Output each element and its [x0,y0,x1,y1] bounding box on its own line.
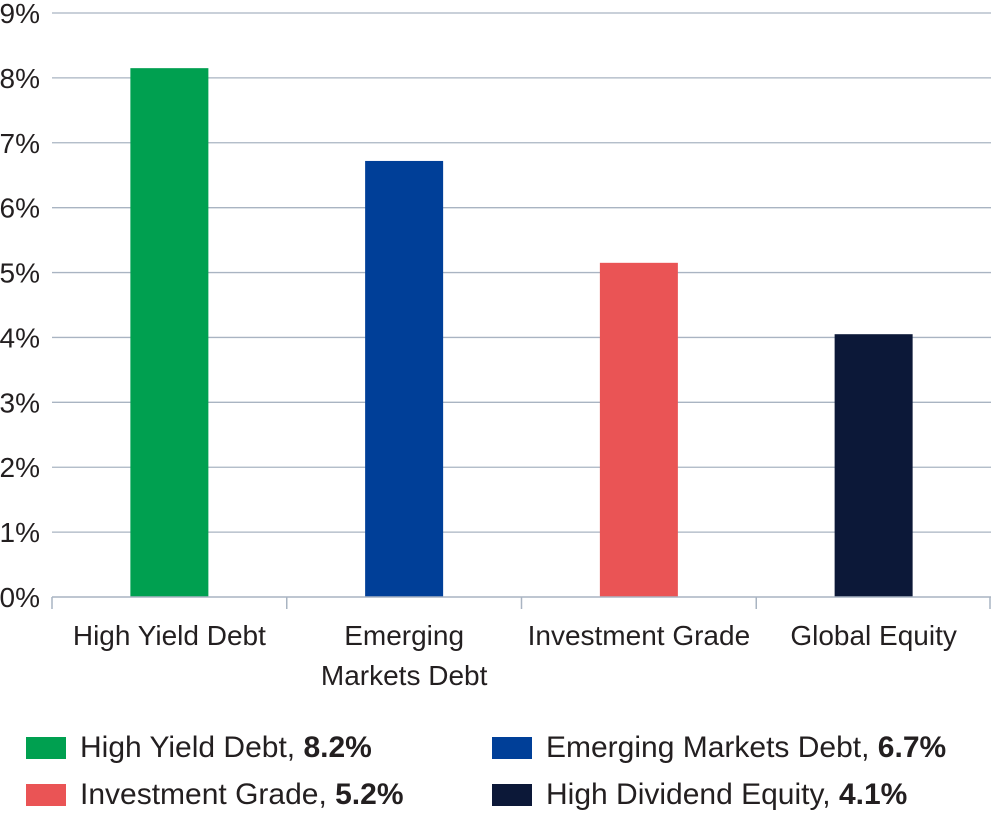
legend-label: High Dividend Equity, 4.1% [546,778,908,811]
legend-swatch [26,784,66,806]
y-tick-label: 7% [0,128,40,159]
y-tick-label: 5% [0,258,40,289]
y-tick-label: 6% [0,193,40,224]
bar [834,334,913,597]
x-category-label: Global Equity [790,620,957,651]
x-category-label: High Yield Debt [73,620,266,651]
legend-swatch [492,737,532,759]
y-tick-label: 9% [0,0,40,29]
x-category-label: Emerging Markets Debt [321,620,488,691]
y-tick-label: 4% [0,322,40,353]
x-category-label: Investment Grade [528,620,751,651]
legend-value: 6.7% [877,731,947,764]
y-tick-label: 3% [0,387,40,418]
bar [130,68,209,597]
legend-label: Emerging Markets Debt, 6.7% [546,731,947,764]
legend-item-high-dividend-equity: High Dividend Equity, 4.1% [492,777,907,813]
legend-label: High Yield Debt, 8.2% [80,731,372,764]
legend-value: 8.2% [303,731,372,764]
legend-item-high-yield-debt: High Yield Debt, 8.2% [26,730,372,766]
legend-label: Investment Grade, 5.2% [80,778,404,811]
bar [599,262,678,597]
legend-item-investment-grade: Investment Grade, 5.2% [26,777,404,813]
legend-value: 4.1% [838,778,908,811]
bar-chart: 0% 1% 2% 3% 4% 5% 6% 7% 8% 9% High Yield Debt Emerg… [0,0,991,691]
y-tick-label: 1% [0,517,40,548]
legend-item-emerging-markets-debt: Emerging Markets Debt, 6.7% [492,730,946,766]
y-tick-label: 0% [0,582,40,613]
bar [365,160,444,598]
legend-swatch [26,737,66,759]
legend-value: 5.2% [335,778,404,811]
legend-swatch [492,784,532,806]
y-tick-label: 2% [0,452,40,483]
y-tick-label: 8% [0,63,40,94]
chart-legend: High Yield Debt, 8.2% Emerging Markets D… [0,720,991,813]
